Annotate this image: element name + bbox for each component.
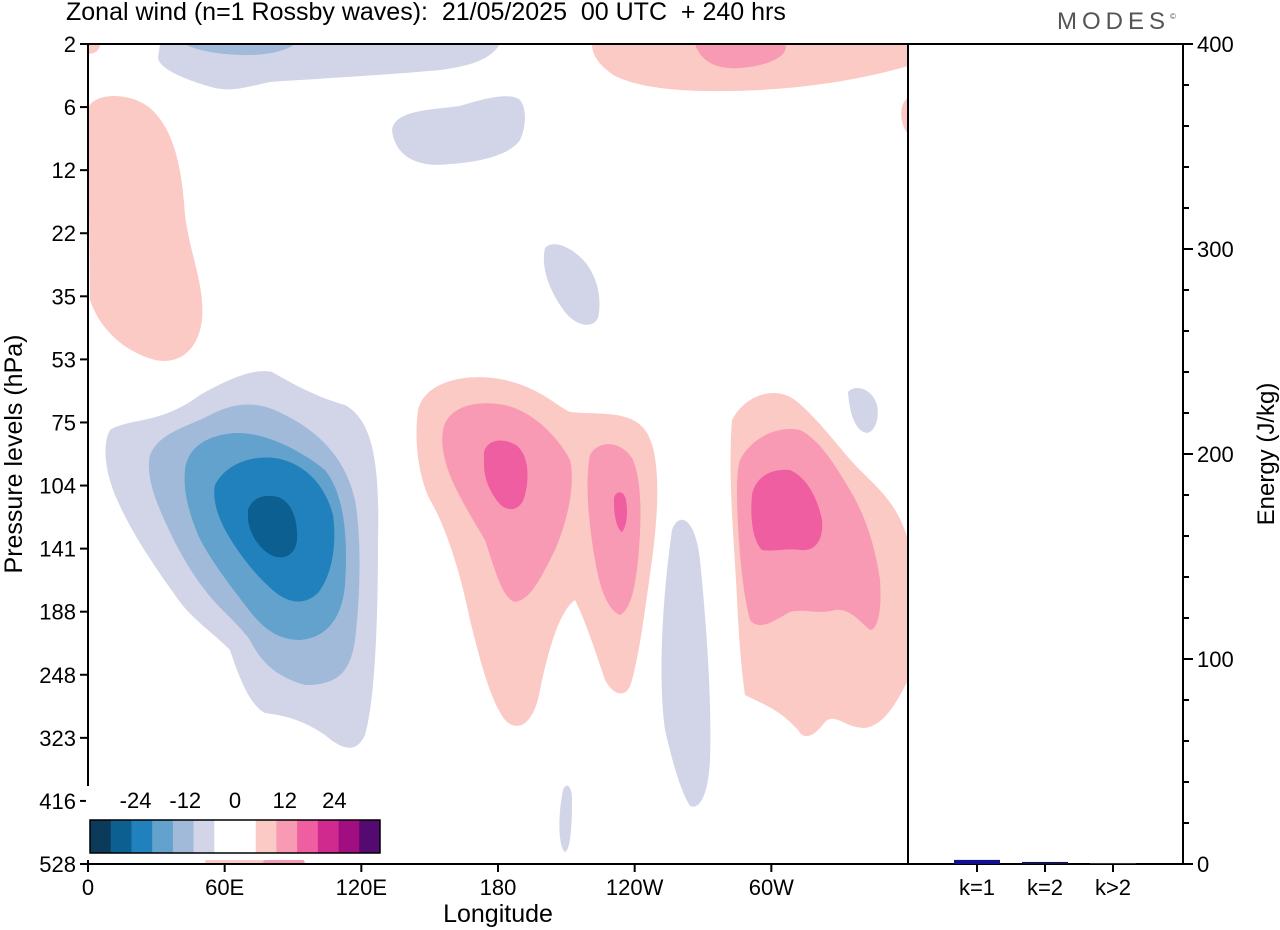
- contour-positive-top-right: [592, 44, 908, 92]
- x-tick-label: 0: [82, 875, 94, 900]
- contour-negative-small-right: [848, 388, 878, 433]
- colorbar-frame: [89, 819, 381, 854]
- contour-positive-top-left-corner: [88, 44, 100, 54]
- colorbar-swatch: [172, 820, 195, 853]
- colorbar-tick-label: 0: [229, 788, 241, 813]
- colorbar-tick-label: 12: [272, 788, 296, 813]
- y-tick-label: 248: [39, 663, 76, 688]
- colorbar-swatch: [297, 820, 319, 853]
- colorbar: -24 -12 0 12 24: [86, 786, 384, 860]
- colorbar-swatch: [276, 820, 298, 853]
- chart-title: Zonal wind (n=1 Rossby waves): 21/05/202…: [66, 0, 786, 26]
- y-tick-label: 528: [39, 852, 76, 877]
- x-axis-label: Longitude: [443, 900, 553, 928]
- energy-tick-label: 400: [1197, 32, 1234, 57]
- y-tick-label: 12: [52, 158, 76, 183]
- contour-negative-mid: [543, 244, 600, 325]
- y-axis: 2 6 12 22 35 53 75 104 141 188 248 323 416 528: [39, 32, 88, 877]
- x-tick-label: 120W: [606, 875, 664, 900]
- colorbar-swatch: [131, 820, 153, 853]
- energy-category-label: k=1: [959, 875, 995, 900]
- colorbar-swatch: [338, 820, 360, 853]
- energy-axis-label: Energy (J/kg): [1253, 383, 1280, 526]
- x-axis: 0 60E 120E 180 120W 60W: [82, 864, 794, 900]
- contour-positive-120w-l2: [587, 444, 641, 615]
- colorbar-tick-label: -12: [169, 788, 201, 813]
- copyright-mark: ©: [1170, 12, 1176, 21]
- x-tick-label: 180: [480, 875, 517, 900]
- contour-positive-60w-l3: [751, 469, 823, 551]
- contour-positive-edge-right: [901, 98, 908, 134]
- contour-negative-lower-small: [559, 785, 572, 852]
- y-tick-label: 35: [52, 284, 76, 309]
- colorbar-swatch: [90, 820, 112, 853]
- energy-bars: k=1 k=2 k>2: [954, 859, 1136, 900]
- contour-negative-main-l5: [248, 495, 298, 558]
- energy-bar: [1090, 862, 1136, 864]
- y-tick-label: 104: [39, 474, 76, 499]
- energy-bar: [1022, 861, 1068, 864]
- contour-positive-top-right-2: [695, 44, 786, 69]
- colorbar-tick-label: -24: [120, 788, 152, 813]
- energy-category-label: k>2: [1095, 875, 1131, 900]
- y-tick-label: 22: [52, 221, 76, 246]
- y-tick-label: 416: [39, 789, 76, 814]
- energy-bar: [954, 859, 1000, 864]
- x-tick-label: 120E: [336, 875, 387, 900]
- energy-tick-label: 300: [1197, 237, 1234, 262]
- colorbar-swatch: [255, 820, 277, 853]
- y-tick-label: 75: [52, 410, 76, 435]
- y-tick-label: 323: [39, 726, 76, 751]
- colorbar-tick-label: 24: [322, 788, 346, 813]
- contour-positive-dateline-l3: [484, 440, 528, 510]
- modes-logo: MODES©: [1057, 8, 1176, 36]
- x-tick-label: 60E: [205, 875, 244, 900]
- colorbar-swatch: [110, 820, 132, 853]
- x-tick-label: 60W: [749, 875, 794, 900]
- energy-tick-label: 100: [1197, 647, 1234, 672]
- y-tick-label: 141: [39, 537, 76, 562]
- contour-positive-120w-l3: [614, 492, 627, 532]
- energy-tick-label: 0: [1197, 852, 1209, 877]
- contour-positive-upper-left: [88, 96, 203, 361]
- contour-field: [88, 44, 908, 864]
- y-tick-label: 188: [39, 600, 76, 625]
- colorbar-swatch: [193, 820, 215, 853]
- y-tick-label: 53: [52, 347, 76, 372]
- contour-negative-stratosphere: [392, 96, 525, 165]
- y-tick-label: 2: [64, 32, 76, 57]
- brand-name: MODES: [1057, 8, 1171, 35]
- colorbar-swatch: [317, 820, 340, 853]
- colorbar-swatch: [359, 820, 381, 853]
- y-tick-label: 6: [64, 95, 76, 120]
- colorbar-swatch: [235, 820, 257, 853]
- contour-negative-top-left-2: [185, 44, 295, 56]
- energy-tick-label: 200: [1197, 442, 1234, 467]
- energy-category-label: k=2: [1027, 875, 1063, 900]
- colorbar-swatch: [152, 820, 174, 853]
- y-axis-label: Pressure levels (hPa): [0, 335, 28, 574]
- contour-negative-top-left: [158, 44, 500, 90]
- contour-negative-lower: [661, 519, 711, 807]
- energy-axis: 0 100 200 300 400: [1183, 32, 1234, 877]
- colorbar-swatch: [214, 820, 236, 853]
